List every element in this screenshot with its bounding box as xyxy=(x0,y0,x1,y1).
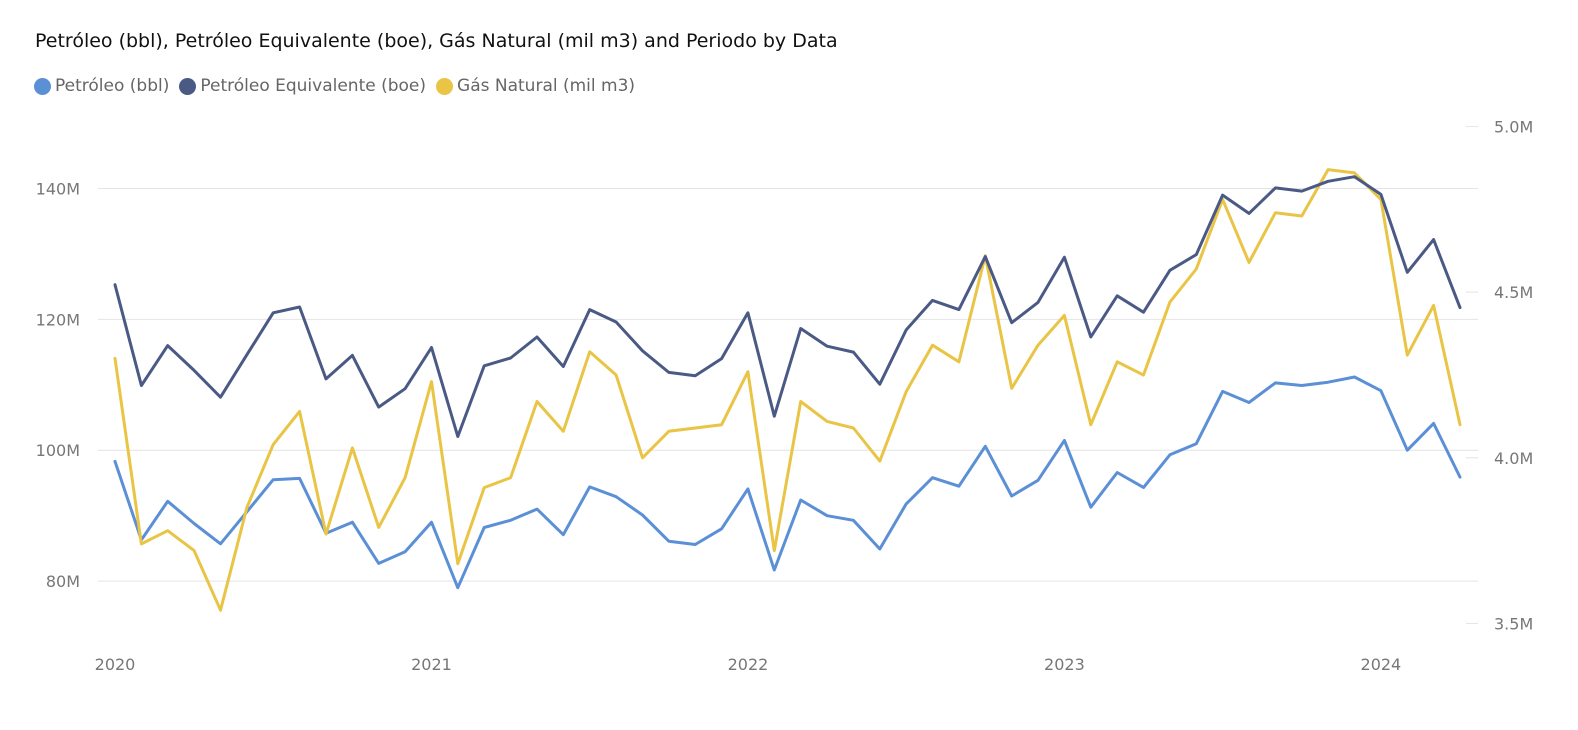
legend: Petróleo (bbl) Petróleo Equivalente (boe… xyxy=(34,76,645,96)
legend-label-petroleo: Petróleo (bbl) xyxy=(55,76,170,96)
legend-label-gas-natural: Gás Natural (mil m3) xyxy=(457,76,636,96)
y-right-tick-label: 4.0M xyxy=(1494,449,1533,468)
series-line-2[interactable] xyxy=(113,168,1462,612)
x-tick-label: 2024 xyxy=(1361,655,1402,674)
y-right-tick-label: 3.5M xyxy=(1494,614,1533,633)
x-tick-label: 2021 xyxy=(411,655,452,674)
y-left-tick-label: 140M xyxy=(36,180,80,199)
legend-item-gas-natural[interactable]: Gás Natural (mil m3) xyxy=(436,76,635,96)
y-right-tick-label: 4.5M xyxy=(1494,283,1533,302)
series-line-0[interactable] xyxy=(113,375,1462,590)
y-left-tick-label: 120M xyxy=(36,310,80,329)
legend-label-petroleo-equivalente: Petróleo Equivalente (boe) xyxy=(200,76,427,96)
chart-title: Petróleo (bbl), Petróleo Equivalente (bo… xyxy=(35,30,838,52)
y-left-tick-label: 100M xyxy=(36,441,80,460)
legend-dot-gas-natural xyxy=(436,77,454,95)
x-tick-label: 2023 xyxy=(1044,655,1085,674)
x-tick-label: 2022 xyxy=(728,655,769,674)
legend-item-petroleo[interactable]: Petróleo (bbl) xyxy=(34,76,169,96)
series-line-1[interactable] xyxy=(113,175,1462,438)
y-left-tick-label: 80M xyxy=(46,572,80,591)
y-right-tick-label: 5.0M xyxy=(1494,118,1533,137)
legend-dot-petroleo-equivalente xyxy=(179,77,197,95)
legend-item-petroleo-equivalente[interactable]: Petróleo Equivalente (boe) xyxy=(179,76,426,96)
legend-dot-petroleo xyxy=(34,77,51,95)
x-tick-label: 2020 xyxy=(95,655,136,674)
